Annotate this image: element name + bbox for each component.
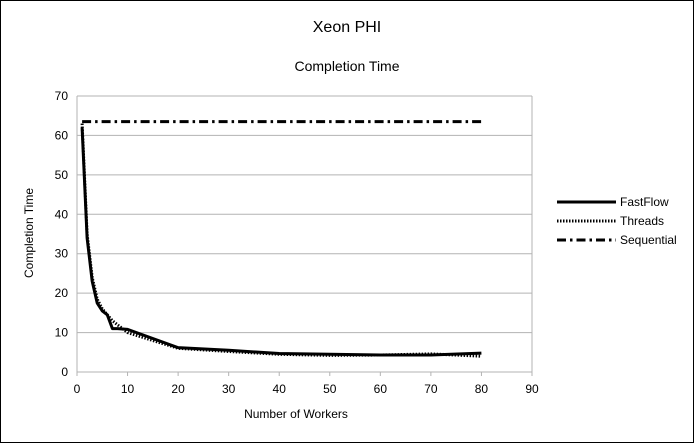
x-tick-label-90: 90	[525, 382, 539, 396]
x-tick-label-60: 60	[374, 382, 388, 396]
x-axis-label: Number of Workers	[244, 407, 348, 421]
x-tick-label-10: 10	[121, 382, 135, 396]
y-tick-label-30: 30	[55, 247, 69, 261]
x-tick-label-40: 40	[273, 382, 287, 396]
y-tick-label-70: 70	[55, 89, 69, 103]
x-tick-label-20: 20	[171, 382, 185, 396]
legend-label-threads: Threads	[620, 214, 664, 228]
y-tick-label-40: 40	[55, 207, 69, 221]
y-tick-label-0: 0	[61, 365, 68, 379]
x-tick-label-0: 0	[74, 382, 81, 396]
x-tick-label-50: 50	[323, 382, 337, 396]
y-tick-label-20: 20	[55, 286, 69, 300]
axes	[76, 96, 533, 376]
legend-label-fastflow: FastFlow	[620, 195, 669, 209]
tick-labels: 0 10 20 30 40 50 60 70 0 10 20 30 40 50 60 70 80 90	[55, 89, 539, 396]
legend: FastFlow Threads Sequential	[557, 195, 677, 247]
y-tick-label-60: 60	[55, 128, 69, 142]
chart-subtitle: Completion Time	[294, 58, 400, 74]
x-tick-label-30: 30	[222, 382, 236, 396]
x-tick-label-80: 80	[475, 382, 489, 396]
y-axis-label: Completion Time	[22, 188, 36, 278]
series-line-fastflow	[80, 127, 482, 357]
grid-lines	[77, 95, 532, 334]
chart-title: Xeon PHI	[312, 19, 382, 36]
series-line-threads	[80, 123, 482, 358]
x-tick-label-70: 70	[424, 382, 438, 396]
y-tick-label-10: 10	[55, 326, 69, 340]
y-tick-label-50: 50	[55, 168, 69, 182]
series-lines	[80, 120, 482, 358]
legend-label-sequential: Sequential	[620, 233, 677, 247]
